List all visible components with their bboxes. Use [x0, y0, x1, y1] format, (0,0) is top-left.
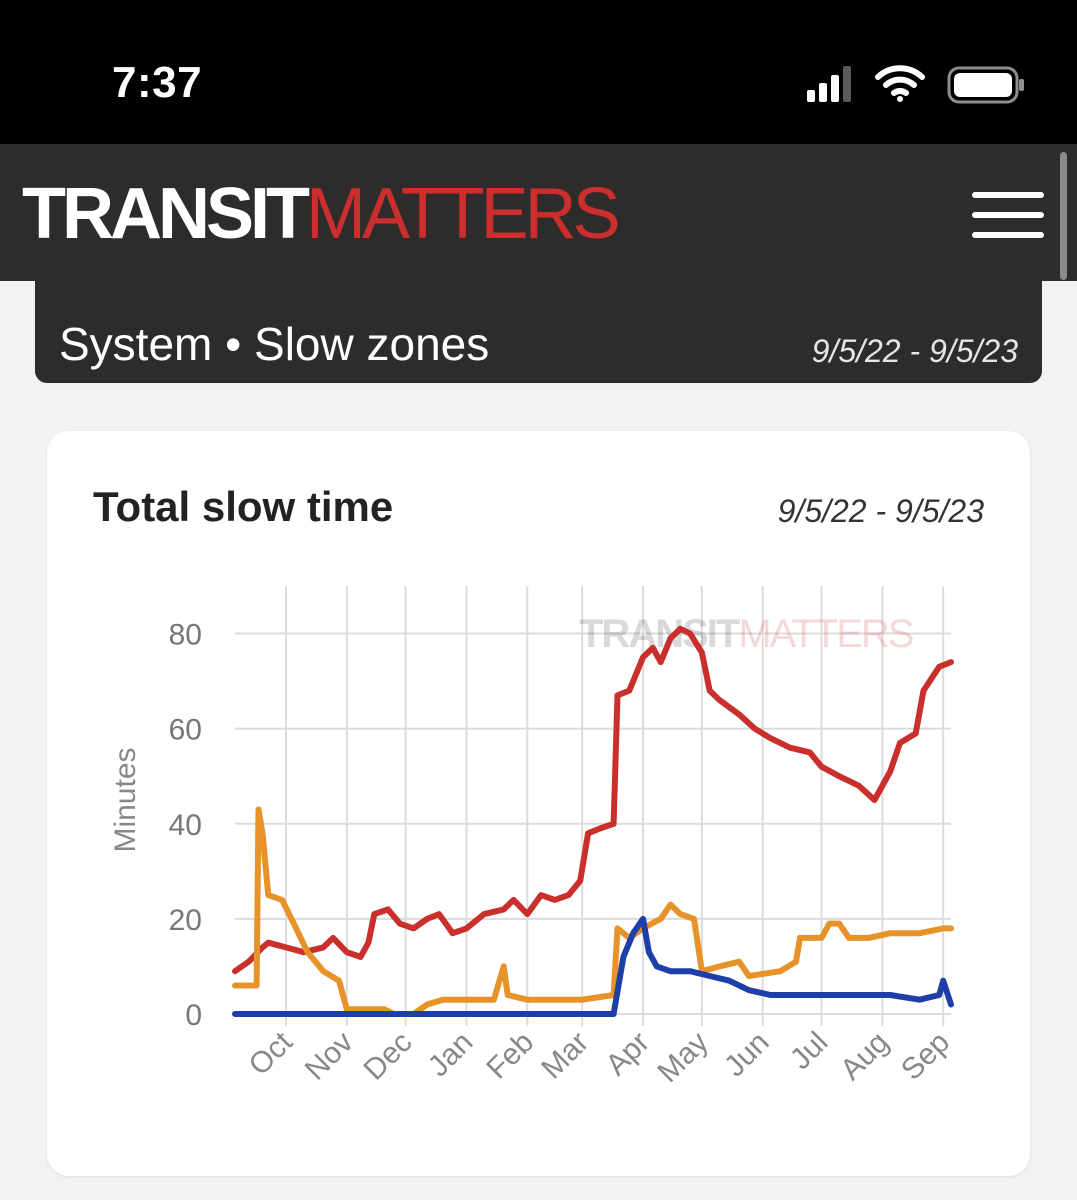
x-tick-label: May — [651, 1026, 714, 1089]
x-tick-label: Nov — [299, 1026, 360, 1087]
total-slow-time-card: Total slow time 9/5/22 - 9/5/23 0 20 40 60 8… — [47, 431, 1030, 1176]
y-tick-label: 80 — [169, 619, 202, 652]
x-tick-label: Dec — [358, 1026, 419, 1087]
x-tick-label: Feb — [480, 1026, 540, 1086]
transitmatters-logo[interactable]: TRANSITMATTERS — [22, 174, 621, 254]
y-tick-label: 0 — [185, 999, 202, 1032]
page-title: System • Slow zones — [59, 318, 490, 370]
x-tick-label: Mar — [535, 1026, 595, 1086]
y-tick-label: 60 — [169, 714, 202, 747]
chart-watermark: TRANSITMATTERS — [579, 612, 913, 656]
app-header: TRANSITMATTERS — [0, 144, 1077, 281]
series-line-1 — [232, 625, 954, 975]
logo-text-transit: TRANSIT — [22, 174, 310, 254]
card-title: Total slow time — [93, 483, 394, 530]
series-line-3 — [232, 915, 954, 1017]
page-subheader: System • Slow zones 9/5/22 - 9/5/23 — [35, 281, 1042, 383]
status-bar: 7:37 — [0, 0, 1077, 144]
x-tick-label: Apr — [600, 1026, 656, 1082]
hamburger-menu-icon[interactable] — [972, 192, 1044, 238]
x-tick-label: Aug — [834, 1026, 895, 1087]
x-tick-label: Jun — [718, 1026, 776, 1084]
series-line-2 — [232, 806, 954, 1017]
cellular-signal-icon — [807, 66, 851, 102]
x-tick-label: Jul — [784, 1026, 834, 1076]
x-tick-label: Oct — [243, 1025, 300, 1082]
y-axis-label: Minutes — [109, 747, 142, 852]
y-tick-label: 40 — [169, 809, 202, 842]
x-tick-label: Jan — [422, 1026, 480, 1084]
y-tick-label: 20 — [169, 904, 202, 937]
status-time: 7:37 — [112, 58, 203, 107]
x-tick-label: Sep — [895, 1026, 956, 1087]
wifi-icon — [875, 65, 925, 102]
logo-text-matters: MATTERS — [305, 174, 621, 254]
page-scrollbar[interactable] — [1060, 152, 1067, 280]
card-date-range: 9/5/22 - 9/5/23 — [777, 493, 984, 529]
page-date-range[interactable]: 9/5/22 - 9/5/23 — [811, 333, 1018, 369]
battery-icon — [947, 66, 1024, 104]
